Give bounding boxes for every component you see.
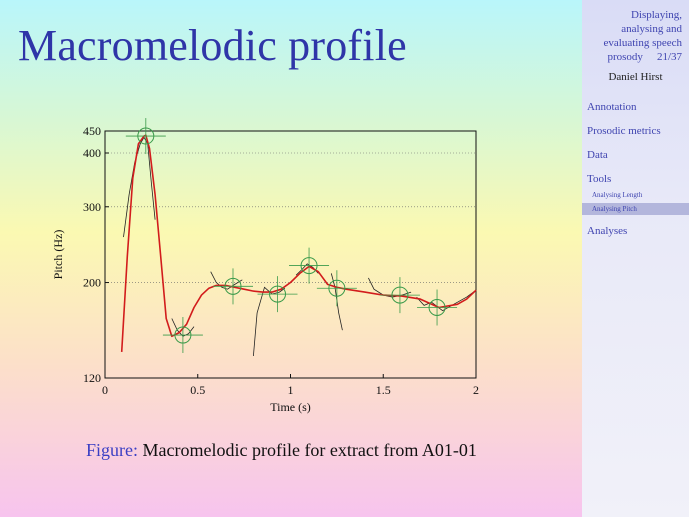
- x-tick-label: 1.5: [376, 383, 391, 397]
- sidebar-presentation-title[interactable]: Displaying, analysing and evaluating spe…: [588, 8, 683, 64]
- sidebar-title-line: analysing and: [621, 23, 682, 35]
- figure-caption: Figure: Macromelodic profile for extract…: [86, 440, 477, 461]
- sidebar-title-line: prosody: [607, 51, 643, 63]
- navigation-sidebar: Displaying, analysing and evaluating spe…: [582, 0, 689, 517]
- x-tick-label: 0.5: [190, 383, 205, 397]
- figure-caption-label: Figure:: [86, 440, 138, 460]
- x-tick-label: 0: [102, 383, 108, 397]
- slide: Macromelodic profile 0 0.5 1 1.5 2 120 200 300 4…: [0, 0, 582, 517]
- author-name: Daniel Hirst: [608, 71, 663, 83]
- raw-pitch-segment: [253, 286, 286, 357]
- page-counter: 21/37: [656, 51, 682, 63]
- sidebar-title-line: evaluating speech: [603, 37, 683, 49]
- slide-title: Macromelodic profile: [18, 21, 407, 70]
- y-axis-label: Pitch (Hz): [51, 230, 65, 280]
- raw-pitch-segment: [123, 136, 156, 238]
- sidebar-item-annotation[interactable]: Annotation: [587, 101, 637, 113]
- figure-caption-text: Macromelodic profile for extract from A0…: [138, 440, 477, 460]
- y-tick-label: 450: [83, 124, 101, 138]
- x-tick-label: 2: [473, 383, 479, 397]
- sidebar-item-data[interactable]: Data: [587, 149, 608, 161]
- sidebar-subitem-analysing-length[interactable]: Analysing Length: [592, 191, 643, 199]
- macromelodic-curve: [120, 134, 477, 352]
- x-tick-label: 1: [288, 383, 294, 397]
- pitch-chart: 0 0.5 1 1.5 2 120 200 300 400 450 Time (s) Pitch (H…: [51, 118, 479, 414]
- y-tick-label: 300: [83, 200, 101, 214]
- x-axis-label: Time (s): [270, 400, 311, 414]
- y-tick-label: 200: [83, 276, 101, 290]
- sidebar-item-analyses[interactable]: Analyses: [587, 225, 628, 237]
- sidebar-item-prosodic-metrics[interactable]: Prosodic metrics: [587, 125, 661, 137]
- raw-pitch-segment: [416, 289, 477, 312]
- y-tick-label: 400: [83, 146, 101, 160]
- raw-pitch-segment: [210, 271, 243, 290]
- active-subitem-highlight: [582, 203, 689, 215]
- sidebar-item-tools[interactable]: Tools: [587, 173, 612, 185]
- sidebar-title-line: Displaying,: [630, 9, 682, 21]
- sidebar-subitem-analysing-pitch[interactable]: Analysing Pitch: [592, 205, 637, 213]
- y-tick-label: 120: [83, 371, 101, 385]
